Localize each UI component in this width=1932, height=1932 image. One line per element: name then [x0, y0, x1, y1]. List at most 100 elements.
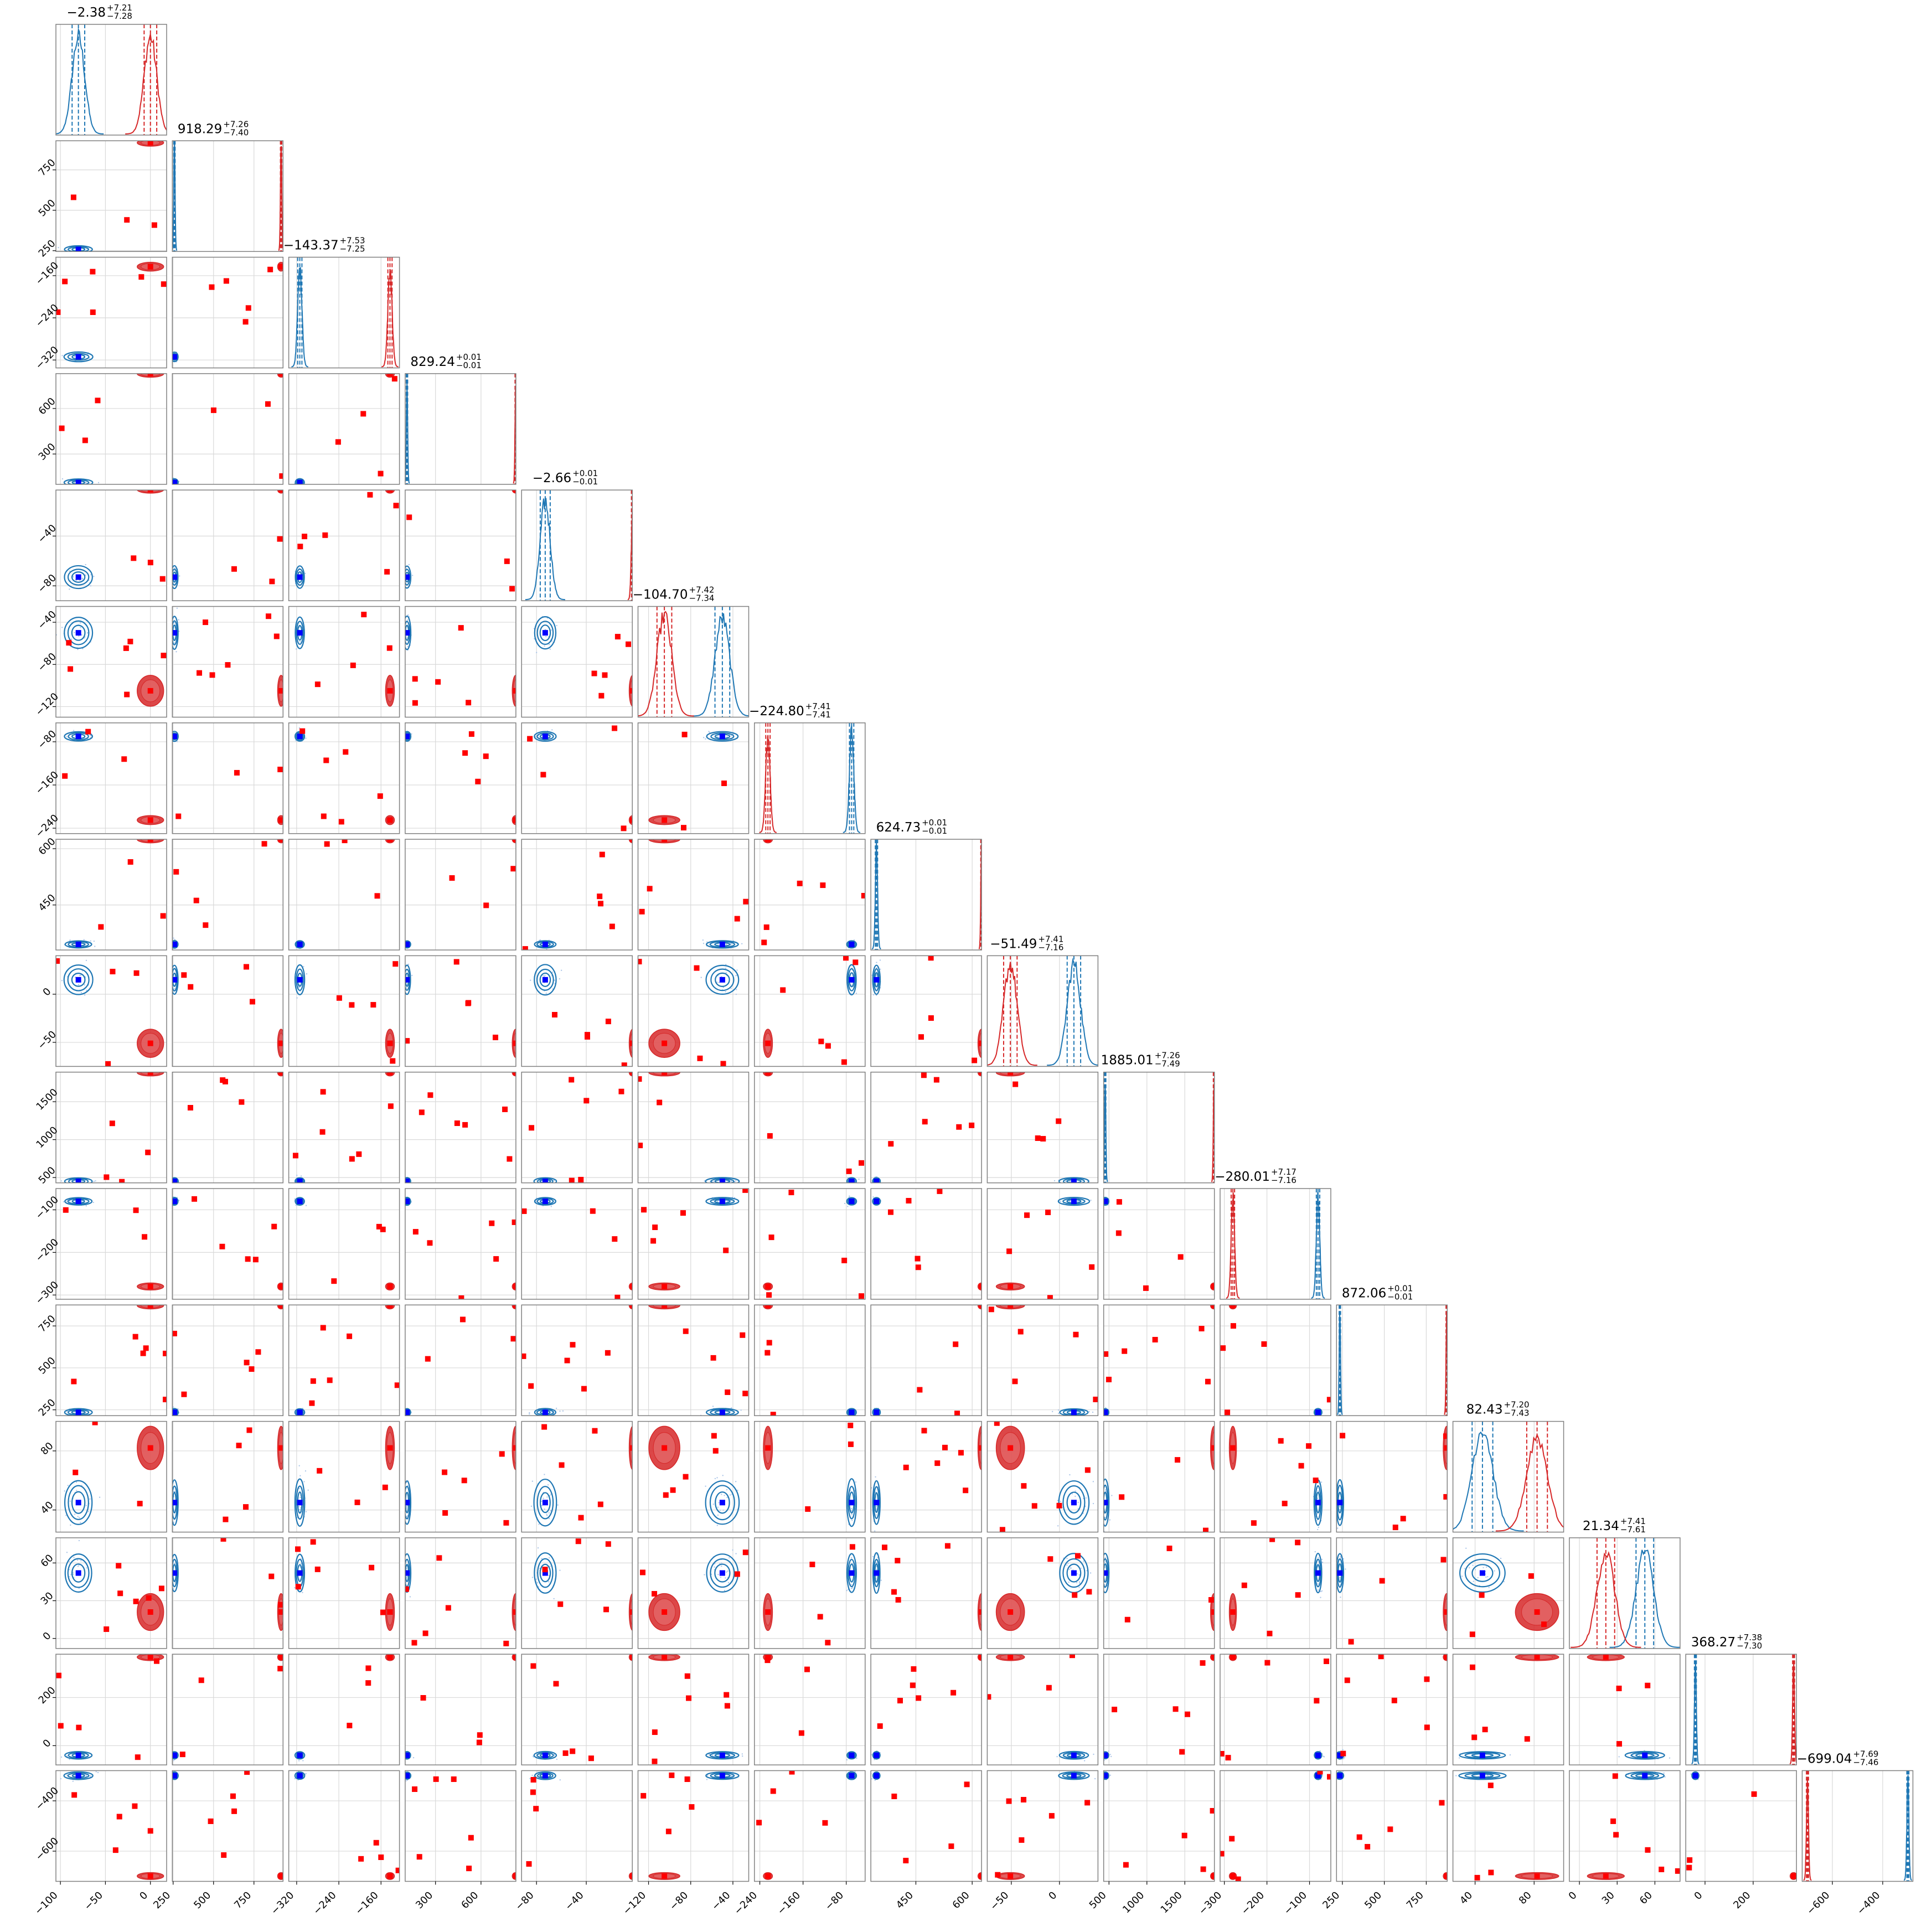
red-sample-marker	[994, 1421, 1000, 1426]
blue-sample-dot	[720, 1577, 722, 1578]
red-sample-marker	[999, 1527, 1005, 1532]
red-sample-marker	[652, 1758, 658, 1764]
panel-14-11	[1336, 1654, 1448, 1760]
red-sample-marker	[163, 1350, 167, 1356]
blue-sample-dot	[168, 618, 169, 619]
blue-sample-dot	[741, 1753, 743, 1755]
blue-contour	[296, 1485, 304, 1520]
red-mean-marker	[513, 1283, 516, 1289]
red-sample-marker	[1251, 1520, 1257, 1526]
blue-sample-dot	[77, 648, 79, 650]
red-sample-marker	[683, 1328, 689, 1334]
red-sample-marker	[135, 1754, 141, 1760]
red-sample-marker	[295, 1546, 301, 1552]
blue-mean-marker	[542, 1500, 548, 1506]
panel-10-3	[405, 1196, 516, 1299]
red-sample-marker	[1017, 1329, 1024, 1335]
blue-sample-dot	[716, 1477, 718, 1479]
red-sample-marker	[384, 569, 390, 575]
red-sample-marker	[766, 1340, 772, 1346]
blue-contour	[846, 1478, 857, 1527]
blue-contour	[71, 1491, 86, 1514]
blue-sample-dot	[1104, 1489, 1107, 1491]
panel-11-9	[1103, 1305, 1215, 1416]
blue-sample-dot	[553, 1598, 555, 1600]
panel-14-13	[1587, 1654, 1671, 1760]
red-mean-marker	[1534, 1609, 1540, 1615]
red-sample-marker	[374, 893, 380, 899]
blue-sample-dot	[175, 1184, 177, 1185]
red-sample-marker	[915, 1256, 921, 1262]
blue-sample-dot	[743, 1184, 744, 1185]
red-sample-marker	[846, 1168, 852, 1174]
blue-sample-dot	[90, 574, 92, 576]
red-sample-marker	[73, 1469, 79, 1475]
blue-sample-dot	[171, 483, 172, 484]
blue-contour	[715, 1491, 730, 1514]
red-mean-marker	[1534, 1654, 1540, 1660]
red-sample-marker	[987, 1694, 991, 1700]
blue-sample-dot	[1345, 1568, 1346, 1570]
blue-sample-dot	[85, 564, 86, 566]
blue-sample-dot	[871, 1778, 873, 1780]
red-sample-marker	[805, 1506, 811, 1512]
blue-mean-marker	[405, 630, 410, 636]
red-mean-marker	[765, 1305, 771, 1309]
red-sample-marker	[820, 882, 826, 888]
blue-sample-dot	[93, 1180, 95, 1182]
blue-sample-dot	[550, 629, 552, 631]
blue-sample-dot	[72, 252, 73, 254]
blue-mean-marker	[405, 941, 410, 947]
blue-sample-dot	[171, 1554, 172, 1556]
red-mean-marker	[662, 1609, 668, 1615]
red-sample-marker	[592, 1428, 598, 1434]
blue-sample-dot	[1092, 1411, 1094, 1413]
red-sample-marker	[377, 793, 383, 799]
red-sample-marker	[459, 1316, 466, 1323]
red-sample-marker	[614, 634, 621, 640]
red-sample-marker	[370, 1002, 376, 1008]
red-sample-marker	[638, 1143, 643, 1149]
red-mean-marker	[662, 1040, 668, 1046]
blue-sample-dot	[849, 1195, 850, 1197]
red-mean-marker	[1444, 1654, 1448, 1660]
blue-contour	[705, 964, 740, 995]
red-sample-marker	[585, 1034, 591, 1040]
red-mean-marker	[387, 839, 393, 843]
red-sample-marker	[621, 1062, 627, 1067]
blue-contour	[846, 1408, 857, 1416]
blue-sample-dot	[303, 1481, 305, 1482]
blue-sample-dot	[85, 1775, 87, 1777]
red-sample-marker	[271, 1223, 277, 1230]
red-sample-marker	[848, 1441, 854, 1447]
red-sample-marker	[265, 401, 271, 407]
red-sample-marker	[223, 1516, 229, 1522]
blue-sample-dot	[1104, 1562, 1106, 1563]
red-mean-marker	[765, 1040, 771, 1046]
blue-sample-dot	[730, 988, 732, 989]
red-sample-marker	[412, 1786, 418, 1792]
panel-12-2	[294, 1425, 395, 1527]
red-sample-marker	[360, 411, 366, 417]
red-sample-marker	[1199, 1326, 1205, 1332]
red-sample-marker	[937, 1189, 943, 1194]
blue-sample-dot	[530, 1505, 533, 1507]
blue-sample-dot	[726, 1496, 728, 1499]
blue-sample-dot	[850, 1584, 852, 1585]
red-sample-marker	[1143, 1285, 1149, 1291]
red-sample-marker	[273, 633, 280, 639]
blue-contour	[64, 617, 94, 649]
red-mean-marker	[1603, 1654, 1609, 1660]
panel-9-1	[172, 1072, 283, 1185]
blue-contour	[405, 1553, 412, 1593]
red-sample-marker	[236, 1443, 242, 1449]
blue-sample-dot	[851, 1513, 853, 1516]
blue-mean-marker	[719, 1500, 725, 1506]
blue-sample-dot	[722, 1186, 723, 1187]
red-mean-marker	[765, 1873, 771, 1879]
red-sample-marker	[349, 1002, 355, 1008]
red-sample-marker	[743, 898, 749, 905]
blue-contour	[705, 1771, 740, 1780]
blue-sample-dot	[86, 1567, 87, 1569]
red-sample-marker	[881, 1544, 887, 1551]
